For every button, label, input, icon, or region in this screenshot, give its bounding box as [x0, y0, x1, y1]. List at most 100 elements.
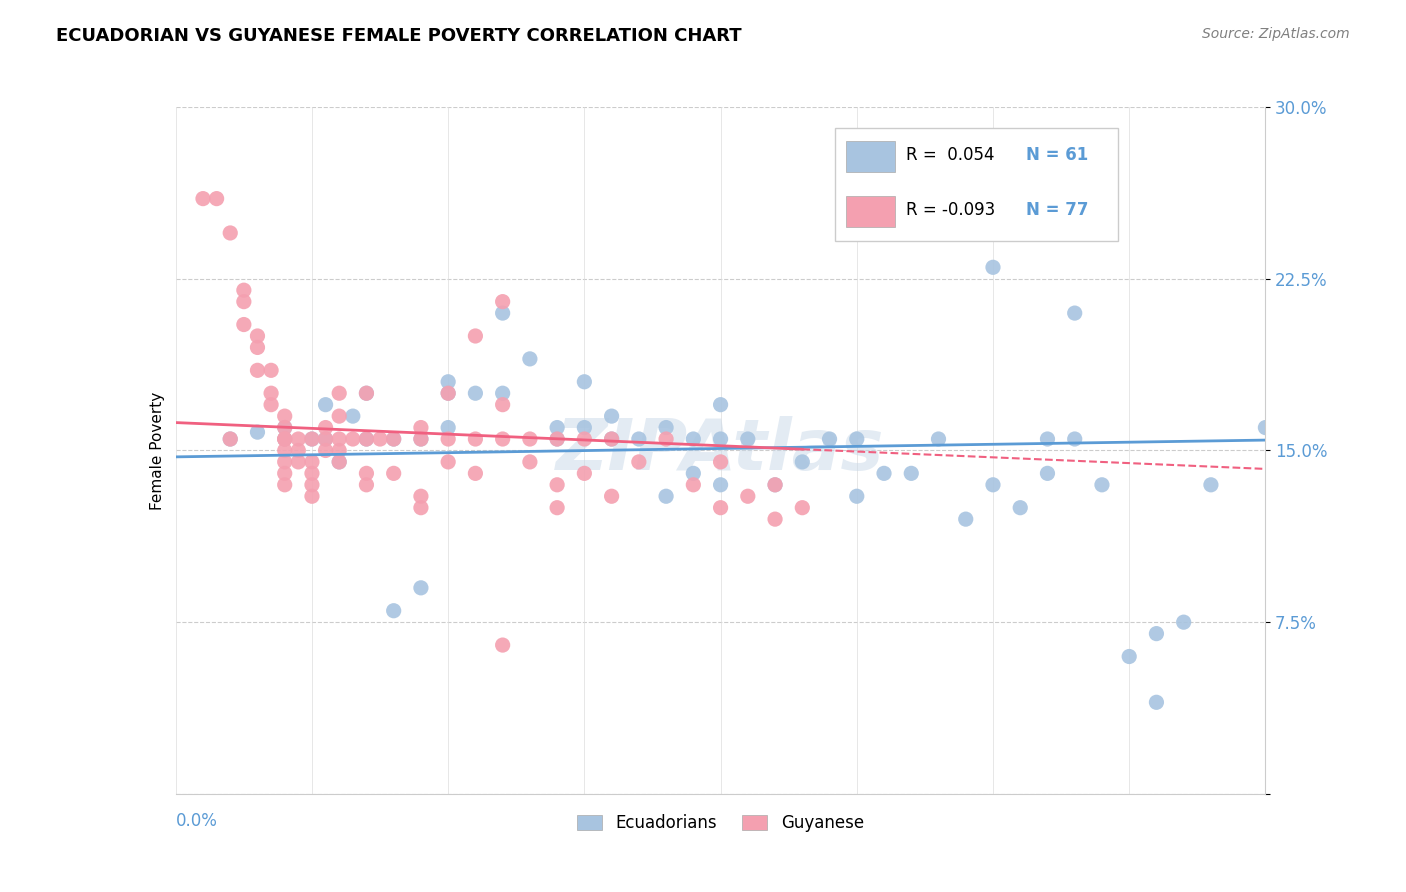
Point [464, 329, 486, 343]
Point [315, 432, 337, 446]
Point [382, 432, 405, 446]
Point [191, 192, 214, 206]
Point [301, 489, 323, 503]
Point [437, 455, 460, 469]
Point [260, 398, 283, 412]
Point [274, 432, 297, 446]
Point [315, 443, 337, 458]
Point [437, 386, 460, 401]
Point [710, 500, 733, 515]
Point [464, 467, 486, 481]
Point [328, 409, 350, 424]
Point [1063, 432, 1085, 446]
Point [574, 432, 596, 446]
FancyBboxPatch shape [835, 128, 1118, 241]
Point [232, 318, 254, 332]
Point [437, 420, 460, 434]
Point [1036, 432, 1059, 446]
Point [546, 478, 568, 492]
Point [682, 432, 704, 446]
Point [232, 283, 254, 297]
Point [710, 455, 733, 469]
Point [845, 489, 868, 503]
Text: N = 61: N = 61 [1026, 146, 1088, 164]
Point [928, 432, 950, 446]
Text: R =  0.054: R = 0.054 [905, 146, 994, 164]
Point [342, 409, 364, 424]
Point [519, 351, 541, 366]
Point [437, 386, 460, 401]
Point [1144, 626, 1167, 640]
Point [792, 455, 814, 469]
Legend: Ecuadorians, Guyanese: Ecuadorians, Guyanese [569, 805, 872, 840]
Point [274, 420, 297, 434]
Point [710, 432, 733, 446]
Point [546, 432, 568, 446]
Point [437, 432, 460, 446]
Point [274, 455, 297, 469]
Point [981, 478, 1004, 492]
Point [818, 432, 841, 446]
Point [600, 432, 623, 446]
Point [301, 478, 323, 492]
Point [655, 432, 678, 446]
Point [519, 455, 541, 469]
Point [492, 386, 515, 401]
Point [301, 455, 323, 469]
Point [409, 581, 432, 595]
Point [328, 386, 350, 401]
Point [301, 432, 323, 446]
Point [492, 306, 515, 320]
Point [464, 386, 486, 401]
Point [682, 478, 704, 492]
Point [1091, 478, 1114, 492]
Point [1118, 649, 1140, 664]
Point [763, 478, 786, 492]
Point [246, 340, 269, 354]
Point [546, 500, 568, 515]
Point [464, 432, 486, 446]
Point [328, 455, 350, 469]
Point [1010, 169, 1032, 183]
Point [574, 375, 596, 389]
Point [274, 420, 297, 434]
Point [682, 467, 704, 481]
Point [274, 432, 297, 446]
Point [1173, 615, 1195, 630]
Point [1144, 695, 1167, 709]
Point [287, 432, 309, 446]
Point [328, 455, 350, 469]
Point [519, 432, 541, 446]
Point [492, 294, 515, 309]
Point [845, 432, 868, 446]
Point [710, 398, 733, 412]
Text: R = -0.093: R = -0.093 [905, 201, 995, 219]
Point [301, 432, 323, 446]
Point [710, 478, 733, 492]
Point [356, 432, 378, 446]
Point [274, 432, 297, 446]
Point [274, 467, 297, 481]
Text: ECUADORIAN VS GUYANESE FEMALE POVERTY CORRELATION CHART: ECUADORIAN VS GUYANESE FEMALE POVERTY CO… [56, 27, 742, 45]
Point [981, 260, 1004, 275]
Point [1199, 478, 1222, 492]
Point [1010, 500, 1032, 515]
Point [219, 226, 242, 240]
Point [600, 409, 623, 424]
Point [356, 386, 378, 401]
Point [1036, 467, 1059, 481]
Point [574, 467, 596, 481]
Point [315, 420, 337, 434]
Point [546, 420, 568, 434]
Point [219, 432, 242, 446]
Point [274, 478, 297, 492]
FancyBboxPatch shape [846, 196, 896, 227]
Point [328, 443, 350, 458]
Point [274, 443, 297, 458]
Point [260, 363, 283, 377]
Point [287, 455, 309, 469]
Point [737, 489, 759, 503]
Point [232, 294, 254, 309]
Point [342, 432, 364, 446]
Point [246, 329, 269, 343]
